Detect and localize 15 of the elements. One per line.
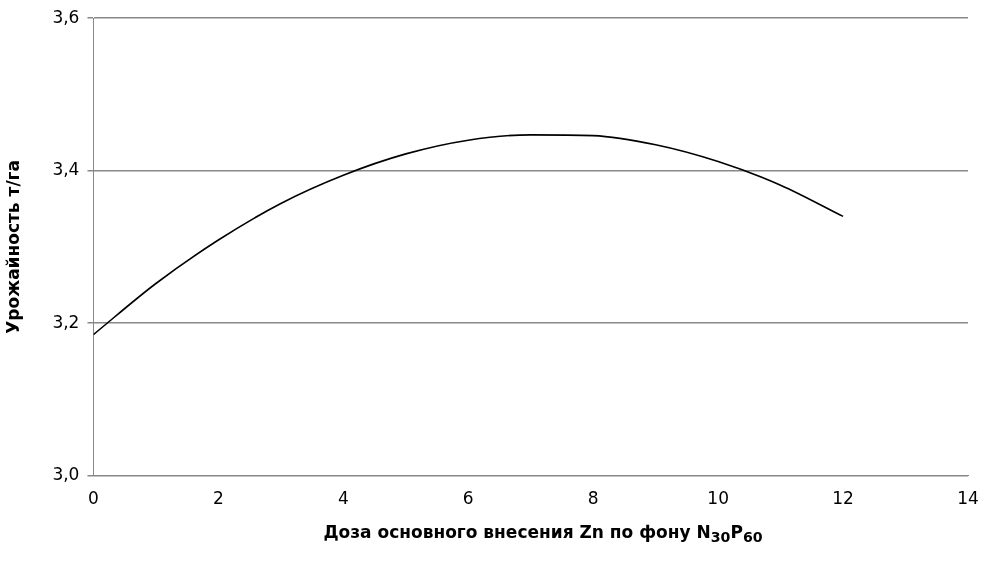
x-tick-label: 8	[587, 488, 599, 509]
line-series	[93, 134, 844, 336]
x-tick-label: 12	[832, 488, 854, 509]
x-tick-label: 4	[337, 488, 349, 509]
y-tick-label: 3,4	[52, 159, 80, 180]
x-axis-title: Доза основного внесения Zn по фону N$_{30}$P$_{60}$	[322, 522, 764, 546]
x-tick-label: 2	[212, 488, 224, 509]
x-tick-label: 0	[88, 488, 99, 509]
y-tick-label: 3,0	[52, 464, 80, 485]
y-axis-title: Урожайность т/га	[2, 160, 23, 334]
x-tick-label: 6	[462, 488, 474, 509]
x-tick-label: 10	[707, 488, 729, 509]
y-tick-label: 3,6	[52, 6, 80, 27]
y-tick-label: 3,2	[52, 311, 80, 332]
x-tick-label: 14	[957, 488, 979, 509]
